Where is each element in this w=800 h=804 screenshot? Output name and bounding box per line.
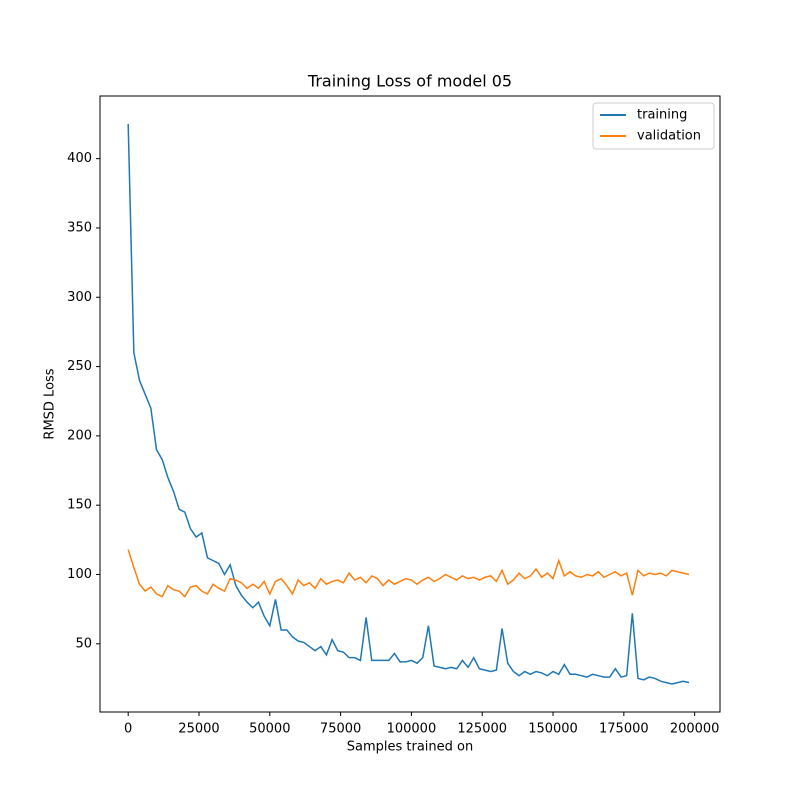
x-axis-label: Samples trained on: [347, 740, 473, 755]
x-tick-label: 50000: [249, 722, 290, 737]
y-tick-label: 250: [67, 359, 92, 374]
y-tick-label: 350: [67, 220, 92, 235]
x-tick-label: 125000: [457, 722, 507, 737]
chart-title: Training Loss of model 05: [307, 72, 512, 91]
y-tick-label: 50: [75, 636, 92, 651]
y-tick-label: 100: [67, 567, 92, 582]
legend-label: validation: [637, 129, 701, 144]
x-tick-label: 150000: [528, 722, 578, 737]
series-line: [127, 549, 690, 598]
legend-label: training: [637, 108, 687, 123]
x-tick-label: 75000: [320, 722, 361, 737]
plot-frame: [99, 95, 721, 713]
series-line: [127, 123, 690, 685]
x-tick-label: 0: [124, 722, 132, 737]
y-tick-label: 300: [67, 290, 92, 305]
y-axis-label: RMSD Loss: [43, 368, 58, 439]
y-tick-label: 400: [67, 151, 92, 166]
x-tick-label: 175000: [599, 722, 649, 737]
y-tick-label: 200: [67, 428, 92, 443]
x-tick-label: 200000: [670, 722, 720, 737]
x-tick-label: 25000: [178, 722, 219, 737]
y-tick-label: 150: [67, 498, 92, 513]
x-tick-label: 100000: [387, 722, 437, 737]
